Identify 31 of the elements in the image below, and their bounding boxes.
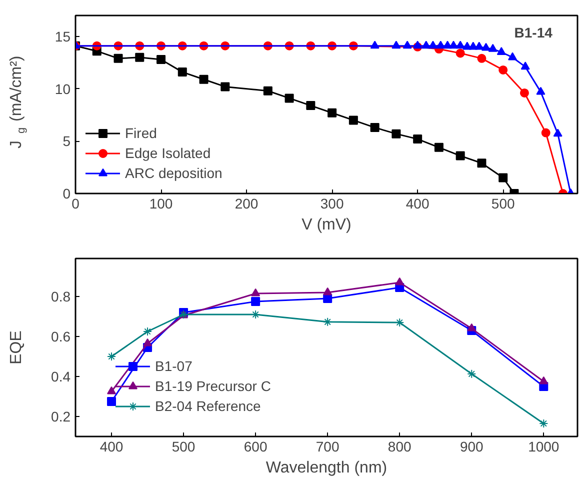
y-tick-label: 0.6 bbox=[51, 328, 71, 344]
legend-label: Fired bbox=[125, 125, 157, 141]
y-tick-label: 0 bbox=[62, 186, 71, 202]
legend-label: B1-19 Precursor C bbox=[155, 378, 271, 394]
x-tick-label: 600 bbox=[244, 438, 268, 454]
x-tick-label: 400 bbox=[100, 438, 124, 454]
y-tick-label: 10 bbox=[54, 80, 71, 97]
x-tick-label: 800 bbox=[388, 438, 412, 454]
x-tick-label: 400 bbox=[406, 196, 430, 212]
x-tick-label: 200 bbox=[234, 196, 258, 212]
x-tick-label: 300 bbox=[320, 196, 344, 212]
legend-label: ARC deposition bbox=[125, 165, 222, 181]
x-tick-label: 100 bbox=[149, 196, 173, 212]
legend-label: B1-07 bbox=[155, 358, 192, 374]
y-tick-label: 5 bbox=[62, 133, 71, 150]
x-tick-label: 500 bbox=[172, 438, 196, 454]
y-tick-label: 15 bbox=[54, 28, 71, 44]
y-tick-label: 0.8 bbox=[51, 288, 71, 304]
y-tick-label: 0.4 bbox=[51, 368, 71, 384]
x-tick-label: 500 bbox=[491, 196, 515, 212]
y-axis-title: Jg (mA/cm²) bbox=[8, 56, 28, 148]
legend-label: Edge Isolated bbox=[125, 145, 211, 161]
y-axis-title: EQE bbox=[8, 330, 25, 364]
x-tick-label: 900 bbox=[460, 438, 484, 454]
y-tick-label: 0.2 bbox=[51, 408, 71, 424]
legend-label: B2-04 Reference bbox=[155, 398, 261, 414]
x-tick-label: 700 bbox=[316, 438, 340, 454]
x-tick-label: 1000 bbox=[528, 438, 560, 454]
x-axis-title: V (mV) bbox=[302, 216, 352, 234]
x-axis-title: Wavelength (nm) bbox=[266, 460, 388, 476]
annotation: B1-14 bbox=[514, 24, 553, 40]
